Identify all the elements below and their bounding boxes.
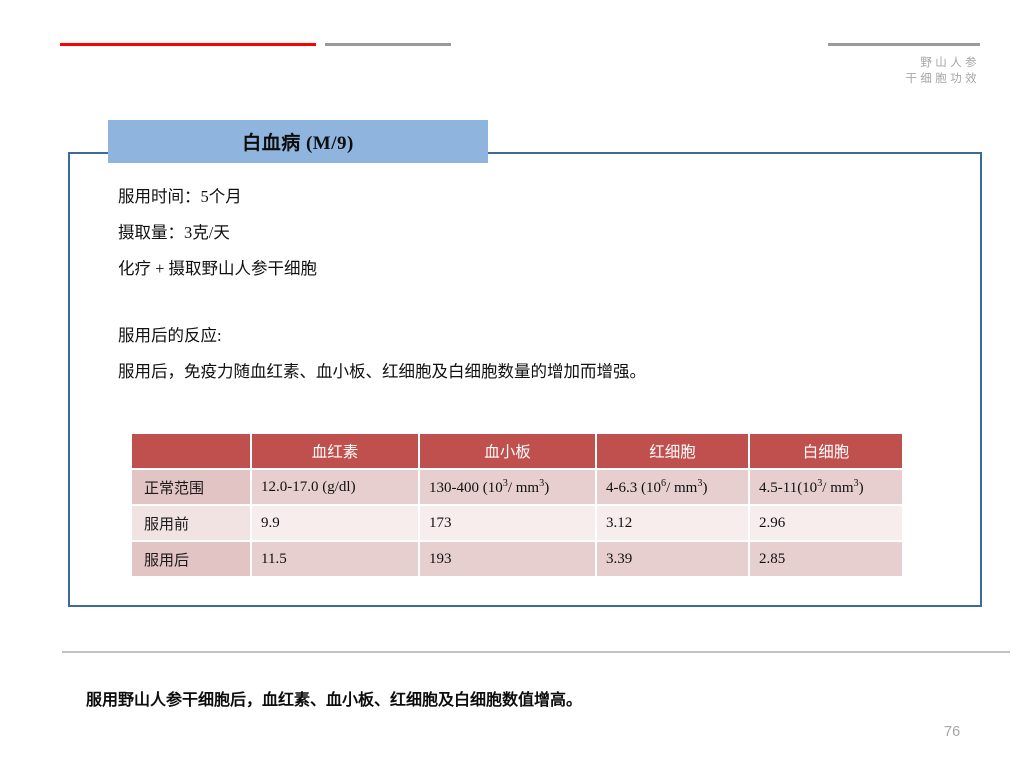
page-title: 白血病 (M/9)	[242, 133, 354, 154]
column-header-platelets: 血小板	[420, 434, 595, 468]
table-corner-cell	[132, 434, 250, 468]
column-header-red-cells: 红细胞	[597, 434, 748, 468]
header-rule-gray-right	[828, 43, 980, 46]
brand-block: 野山人参 干细胞功效	[906, 55, 981, 87]
table-cell: 193	[420, 542, 595, 576]
brand-line-1: 野山人参	[920, 57, 980, 69]
table-row: 正常范围 12.0-17.0 (g/dl) 130-400 (103/ mm3) 4-…	[132, 470, 902, 504]
table-cell: 11.5	[252, 542, 418, 576]
dosage-line: 摄取量：3克/天	[118, 223, 230, 242]
table-body: 正常范围 12.0-17.0 (g/dl) 130-400 (103/ mm3) 4-…	[132, 470, 902, 576]
table-row: 服用前 9.9 173 3.12 2.96	[132, 506, 902, 540]
page-number: 76	[944, 724, 961, 740]
column-header-hemoglobin: 血红素	[252, 434, 418, 468]
table-cell: 173	[420, 506, 595, 540]
table-cell: 130-400 (103/ mm3)	[420, 470, 595, 504]
table-cell: 12.0-17.0 (g/dl)	[252, 470, 418, 504]
table-cell: 2.96	[750, 506, 902, 540]
row-label: 服用前	[132, 506, 250, 540]
table-cell: 3.39	[597, 542, 748, 576]
slide-title-banner: 白血病 (M/9)	[108, 120, 488, 163]
column-header-white-cells: 白细胞	[750, 434, 902, 468]
footer-caption: 服用野山人参干细胞后，血红素、血小板、红细胞及白细胞数值增高。	[86, 692, 583, 709]
reaction-label: 服用后的反应:	[118, 326, 222, 345]
row-label: 正常范围	[132, 470, 250, 504]
reaction-text: 服用后，免疫力随血红素、血小板、红细胞及白细胞数量的增加而增强。	[118, 362, 646, 381]
footer-divider	[62, 651, 1010, 653]
header-rule-red	[60, 43, 316, 46]
row-label: 服用后	[132, 542, 250, 576]
table-row: 服用后 11.5 193 3.39 2.85	[132, 542, 902, 576]
table-cell: 3.12	[597, 506, 748, 540]
body-text-block: 服用时间：5个月 摄取量：3克/天 化疗 + 摄取野山人参干细胞 服用后的反应:…	[118, 184, 918, 395]
table-header-row: 血红素 血小板 红细胞 白细胞	[132, 434, 902, 468]
table-cell: 9.9	[252, 506, 418, 540]
content-frame	[68, 152, 982, 607]
treatment-line: 化疗 + 摄取野山人参干细胞	[118, 259, 318, 278]
blood-values-table: 血红素 血小板 红细胞 白细胞 正常范围 12.0-17.0 (g/dl) 130-…	[130, 432, 904, 578]
header-rule-gray-left	[325, 43, 451, 46]
table-cell: 4.5-11(103/ mm3)	[750, 470, 902, 504]
duration-line: 服用时间：5个月	[118, 187, 242, 206]
brand-line-2: 干细胞功效	[905, 73, 980, 85]
table-cell: 2.85	[750, 542, 902, 576]
table-cell: 4-6.3 (106/ mm3)	[597, 470, 748, 504]
